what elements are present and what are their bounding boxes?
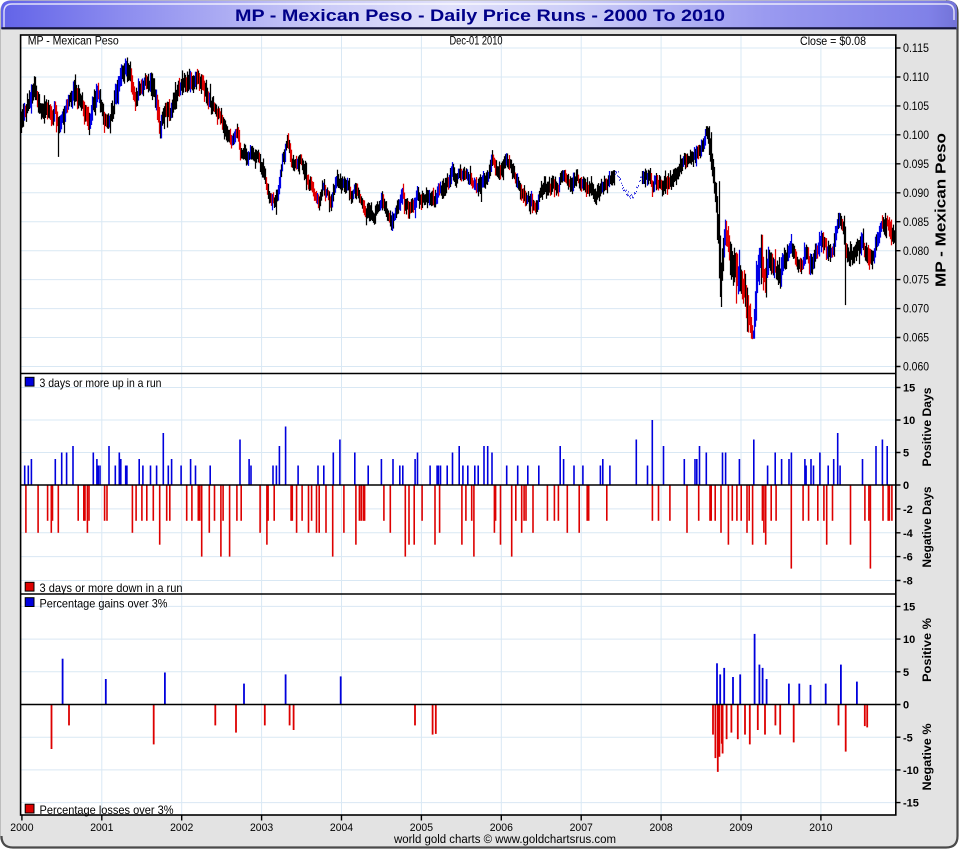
svg-text:2000: 2000 xyxy=(10,822,33,834)
svg-text:0.110: 0.110 xyxy=(903,70,929,84)
svg-text:2003: 2003 xyxy=(250,822,273,834)
svg-text:5: 5 xyxy=(903,448,909,460)
svg-text:Positive Days: Positive Days xyxy=(922,388,934,467)
svg-text:0.080: 0.080 xyxy=(903,244,929,258)
svg-text:0.060: 0.060 xyxy=(903,360,929,374)
svg-text:-5: -5 xyxy=(903,732,913,744)
svg-text:3 days or more down in a run: 3 days or more down in a run xyxy=(40,581,183,595)
svg-text:2004: 2004 xyxy=(330,822,353,834)
svg-text:0.100: 0.100 xyxy=(903,128,929,142)
svg-text:10: 10 xyxy=(903,634,915,646)
svg-text:MP - Mexican Peso - Daily Pr: MP - Mexican Peso - Daily Price Runs - 2… xyxy=(235,6,725,25)
svg-text:-6: -6 xyxy=(903,552,913,564)
svg-text:Percentage losses over 3%: Percentage losses over 3% xyxy=(40,803,174,817)
svg-text:2007: 2007 xyxy=(570,822,593,834)
svg-text:Negative Days: Negative Days xyxy=(922,487,934,568)
svg-text:Negative %: Negative % xyxy=(922,724,934,791)
svg-text:0.065: 0.065 xyxy=(903,331,929,345)
svg-text:0.095: 0.095 xyxy=(903,157,929,171)
svg-text:-15: -15 xyxy=(903,798,919,810)
svg-text:2001: 2001 xyxy=(90,822,113,834)
svg-text:0.070: 0.070 xyxy=(903,302,929,316)
svg-text:Positive %: Positive % xyxy=(922,618,934,682)
svg-text:MP - Mexican Peso: MP - Mexican Peso xyxy=(28,34,119,48)
svg-text:Percentage gains over 3%: Percentage gains over 3% xyxy=(40,596,168,610)
svg-text:15: 15 xyxy=(903,383,915,395)
svg-text:0.075: 0.075 xyxy=(903,273,929,287)
svg-text:2002: 2002 xyxy=(170,822,193,834)
svg-text:2006: 2006 xyxy=(490,822,513,834)
svg-text:world gold charts © www.goldch: world gold charts © www.goldchartsrus.co… xyxy=(393,832,616,846)
svg-text:-10: -10 xyxy=(903,765,919,777)
svg-text:-4: -4 xyxy=(903,528,914,540)
svg-text:0: 0 xyxy=(903,480,909,492)
svg-text:Dec-01 2010: Dec-01 2010 xyxy=(450,34,503,48)
svg-text:10: 10 xyxy=(903,415,915,427)
svg-text:MP - Mexican Peso: MP - Mexican Peso xyxy=(934,133,950,287)
svg-text:15: 15 xyxy=(903,602,915,614)
svg-text:2005: 2005 xyxy=(410,822,433,834)
svg-text:0.090: 0.090 xyxy=(903,186,929,200)
svg-text:-8: -8 xyxy=(903,576,913,588)
svg-text:0.115: 0.115 xyxy=(903,41,929,55)
svg-text:-2: -2 xyxy=(903,504,913,516)
svg-text:0: 0 xyxy=(903,700,909,712)
svg-text:Close = $0.08: Close = $0.08 xyxy=(800,34,866,48)
svg-text:2008: 2008 xyxy=(650,822,673,834)
svg-text:0.085: 0.085 xyxy=(903,215,929,229)
svg-text:3 days or more up in a run: 3 days or more up in a run xyxy=(40,376,162,390)
svg-text:5: 5 xyxy=(903,667,909,679)
svg-text:0.105: 0.105 xyxy=(903,99,929,113)
svg-text:2009: 2009 xyxy=(729,822,752,834)
svg-text:2010: 2010 xyxy=(809,822,832,834)
